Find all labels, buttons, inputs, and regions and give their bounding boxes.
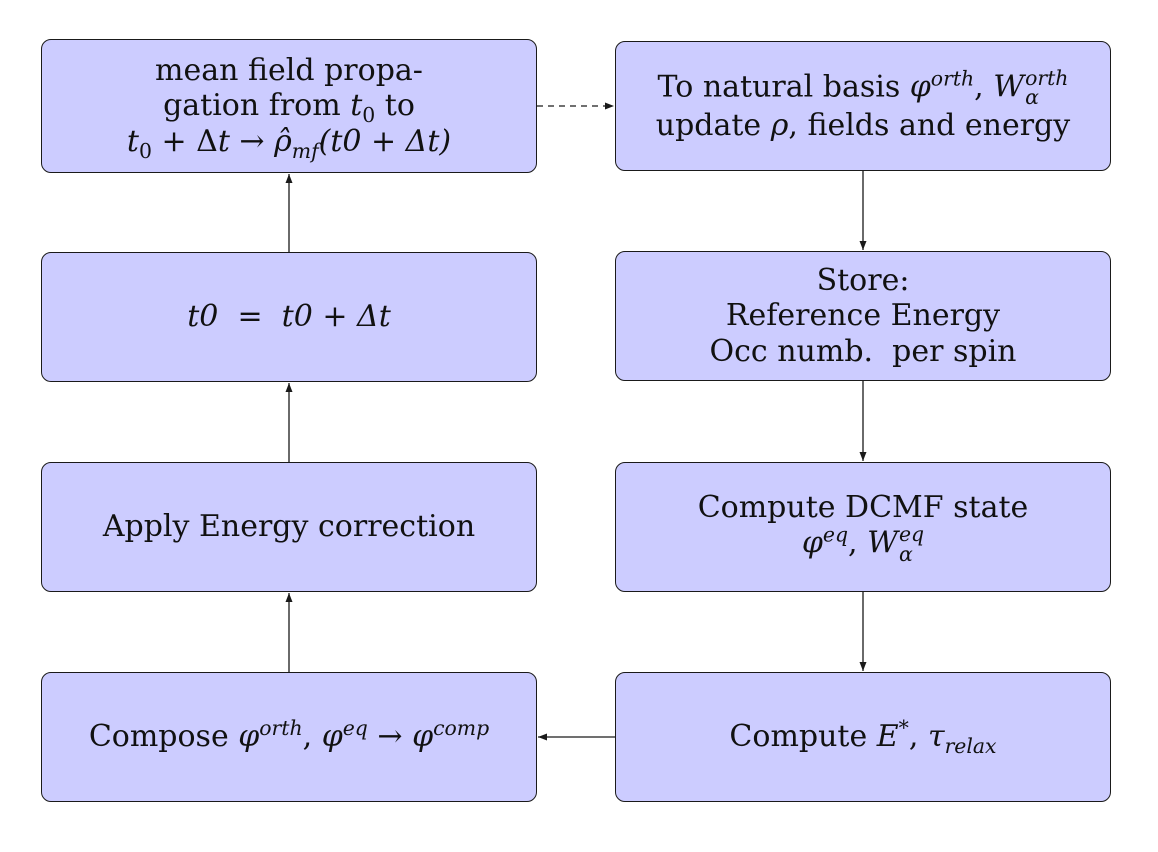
- mean-field-line-2: gation from t0 to: [163, 88, 415, 128]
- dcmf-line-1: Compute DCMF state: [697, 489, 1029, 525]
- compute-e-box: Compute E*, τrelax: [615, 672, 1111, 802]
- mean-field-line-3: t0 + Δt → ρ̂mf(t0 + Δt): [126, 123, 452, 163]
- mean-field-propagation-box: mean field propa- gation from t0 to t0 +…: [41, 39, 537, 173]
- time-update-box: t0 = t0 + Δt: [41, 252, 537, 382]
- store-box: Store: Reference Energy Occ numb. per sp…: [615, 251, 1111, 381]
- compute-e-text: Compute E*, τrelax: [729, 716, 997, 759]
- store-line-2: Reference Energy: [725, 298, 1001, 334]
- compose-box: Compose φorth, φeq → φcomp: [41, 672, 537, 802]
- energy-correction-text: Apply Energy correction: [102, 509, 476, 545]
- mean-field-line-1: mean field propa-: [155, 52, 423, 88]
- energy-correction-box: Apply Energy correction: [41, 462, 537, 592]
- time-update-text: t0 = t0 + Δt: [187, 299, 391, 335]
- natural-basis-line-2: update ρ, fields and energy: [655, 107, 1071, 143]
- compose-text: Compose φorth, φeq → φcomp: [88, 716, 490, 755]
- store-line-1: Store:: [816, 262, 910, 298]
- store-line-3: Occ numb. per spin: [709, 333, 1017, 369]
